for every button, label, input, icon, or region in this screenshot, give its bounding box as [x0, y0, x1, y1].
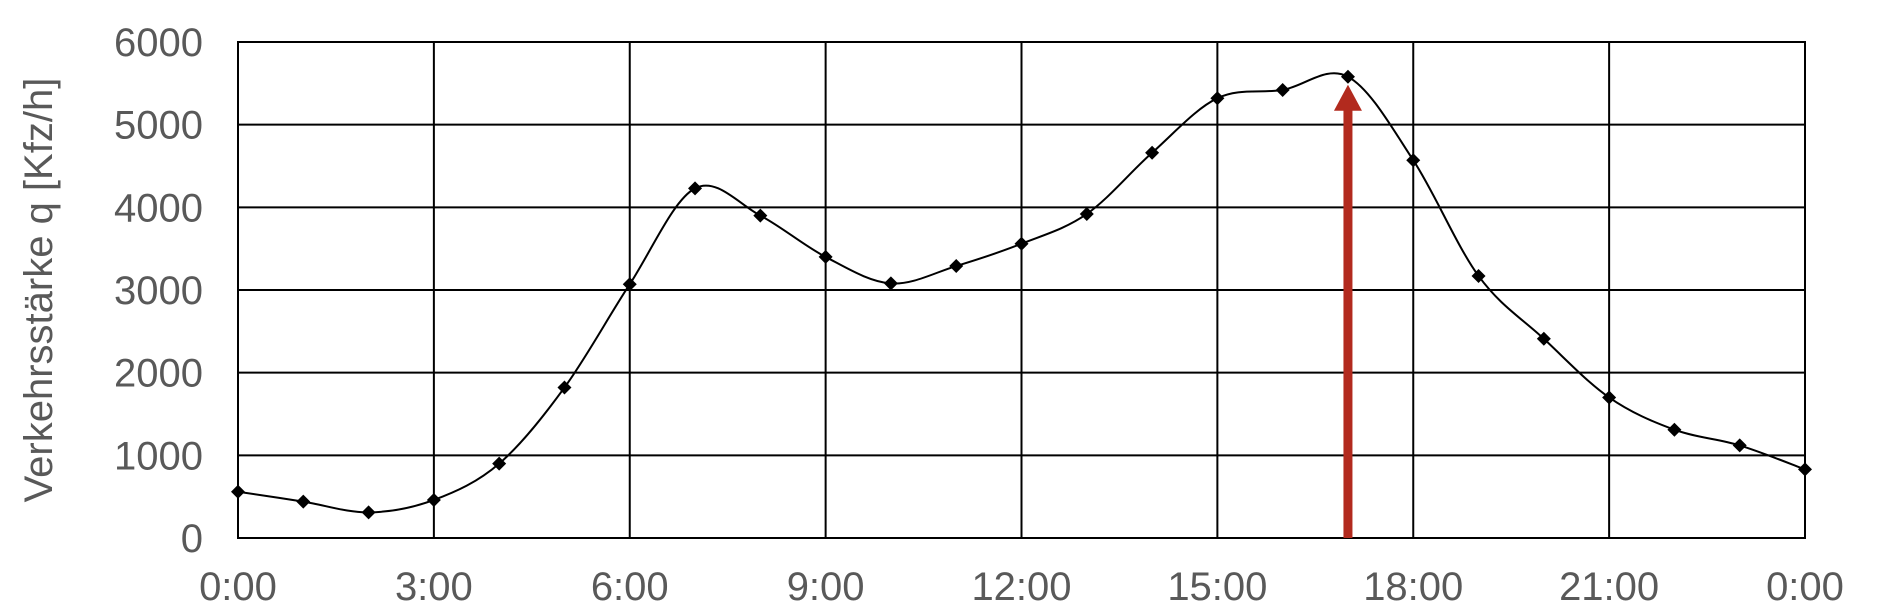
data-point-marker — [949, 259, 964, 274]
data-point-marker — [1014, 236, 1029, 251]
data-point-marker — [1798, 462, 1812, 477]
data-point-marker — [557, 380, 572, 395]
y-tick-label: 4000 — [114, 186, 203, 230]
y-tick-label: 1000 — [114, 434, 203, 478]
y-tick-label: 0 — [181, 517, 203, 561]
data-point-marker — [1275, 82, 1290, 97]
data-point-marker — [1406, 153, 1421, 168]
data-point-marker — [688, 181, 703, 196]
x-tick-label: 6:00 — [591, 565, 669, 605]
data-point-marker — [1340, 69, 1355, 84]
grid — [237, 41, 1806, 539]
y-tick-label: 6000 — [114, 21, 203, 65]
data-point-marker — [1732, 438, 1747, 453]
data-point-marker — [231, 484, 245, 499]
y-tick-label: 3000 — [114, 269, 203, 313]
y-axis-title: Verkehrsstärke q [Kfz/h] — [17, 78, 61, 503]
x-tick-label: 12:00 — [971, 565, 1071, 605]
y-tick-label: 2000 — [114, 352, 203, 396]
x-tick-label: 0:00 — [199, 565, 277, 605]
x-tick-label: 18:00 — [1363, 565, 1463, 605]
data-point-marker — [296, 494, 311, 509]
data-point-marker — [1145, 145, 1160, 160]
y-tick-label: 5000 — [114, 104, 203, 148]
x-axis-tick-labels: 0:00 3:00 6:00 9:00 12:00 15:00 18:00 21:00 0:00 — [199, 565, 1844, 605]
data-point-marker — [1079, 206, 1094, 221]
data-point-marker — [753, 208, 768, 223]
plot-area-border — [237, 41, 1806, 539]
data-point-marker — [492, 456, 507, 471]
data-point-marker — [622, 277, 637, 292]
data-point-marker — [1602, 390, 1617, 405]
data-point-marker — [818, 249, 833, 264]
data-point-marker — [883, 276, 898, 291]
data-point-marker — [1471, 268, 1486, 283]
data-point-marker — [1210, 91, 1225, 106]
data-point-marker — [1536, 331, 1551, 346]
data-point-marker — [361, 505, 376, 520]
data-point-marker — [1667, 422, 1682, 437]
x-tick-label: 3:00 — [395, 565, 473, 605]
x-tick-label: 0:00 — [1766, 565, 1844, 605]
data-point-marker — [426, 492, 441, 507]
arrow-head — [1333, 84, 1362, 111]
y-axis-tick-labels: 0 1000 2000 3000 4000 5000 6000 — [114, 21, 203, 561]
x-tick-label: 21:00 — [1559, 565, 1659, 605]
x-tick-label: 9:00 — [787, 565, 865, 605]
annotation-arrow — [1333, 84, 1362, 538]
x-tick-label: 15:00 — [1167, 565, 1267, 605]
data-markers — [231, 69, 1812, 520]
